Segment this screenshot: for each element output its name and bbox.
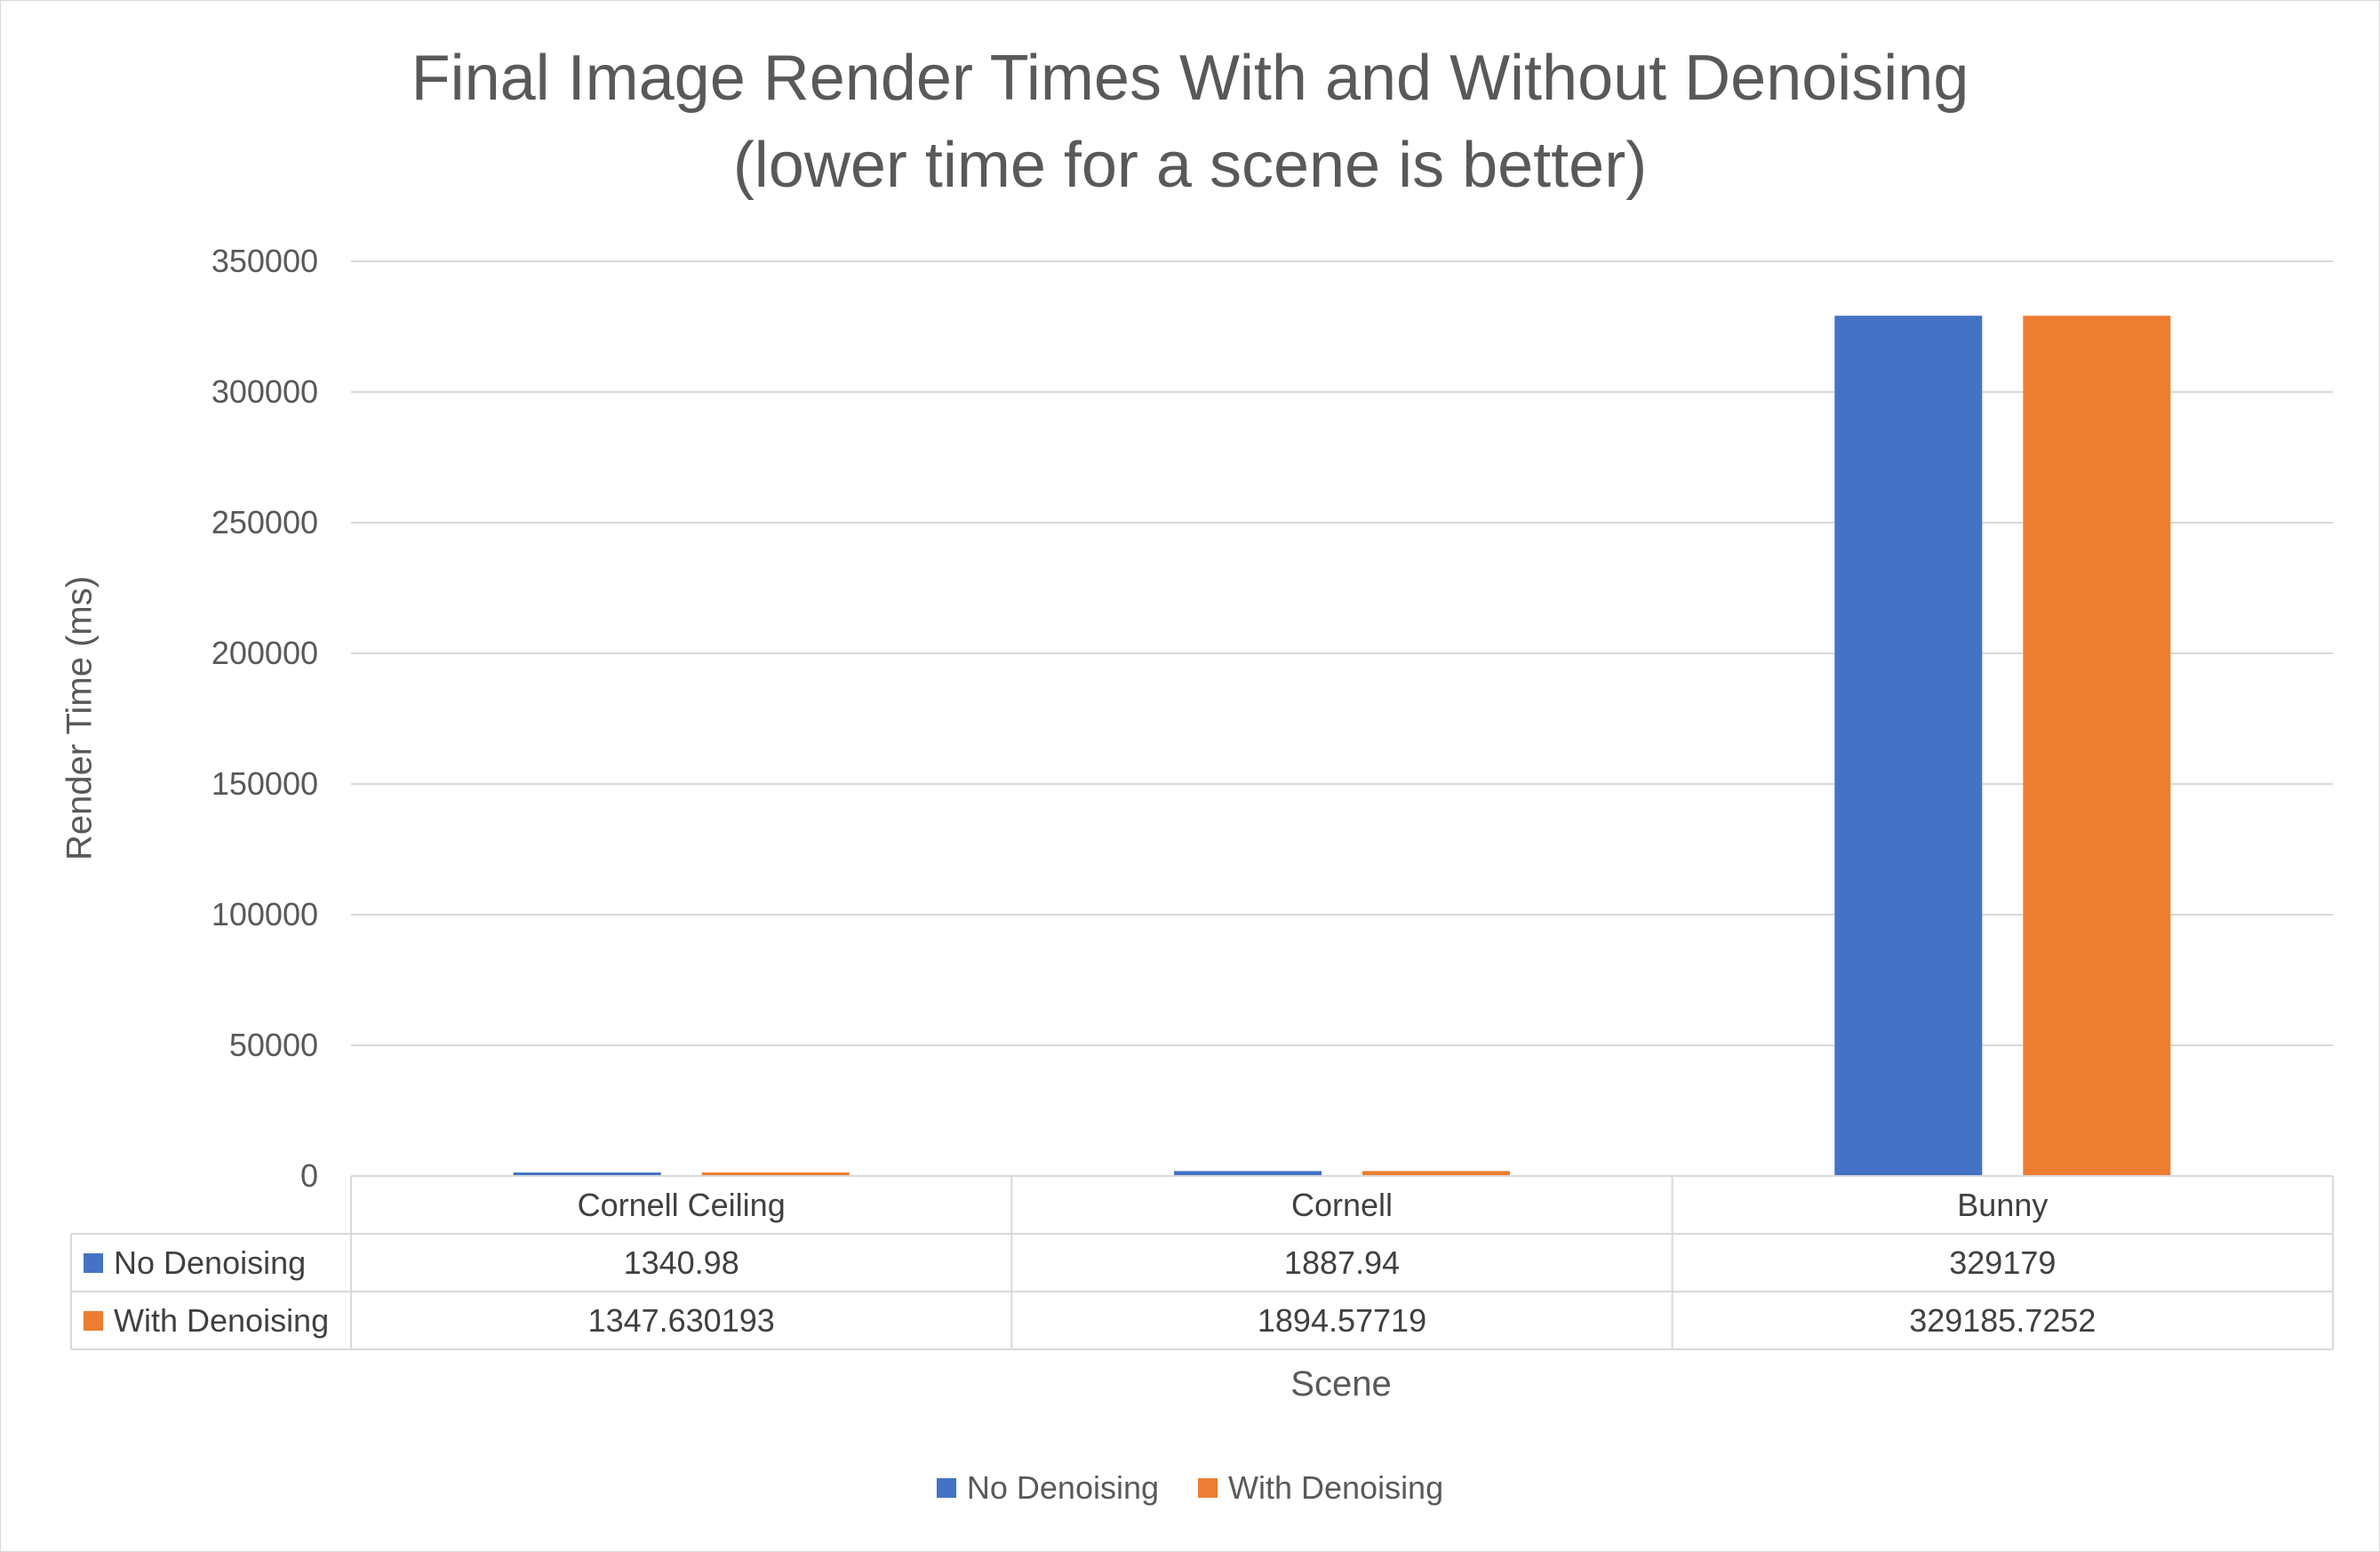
legend-item-no-denoising[interactable]: No Denoising	[936, 1469, 1159, 1506]
table-row-label: No Denoising	[114, 1244, 307, 1281]
table-row-swatch	[84, 1252, 103, 1273]
legend-label: No Denoising	[966, 1469, 1159, 1506]
table-cell-value: 329185.7252	[1909, 1301, 2096, 1339]
legend-item-with-denoising[interactable]: With Denoising	[1198, 1472, 1443, 1504]
bar-no-denoising-cornell-ceiling[interactable]	[513, 1172, 661, 1176]
table-cell-value: 1347.630193	[587, 1301, 775, 1339]
y-tick-label: 150000	[211, 765, 318, 802]
x-category-label: Cornell Ceiling	[577, 1186, 786, 1223]
table-cell-value: 1894.57719	[1257, 1301, 1427, 1339]
y-tick-label: 350000	[211, 243, 318, 279]
y-tick-label: 300000	[211, 373, 318, 410]
bar-with-denoising-bunny[interactable]	[2023, 316, 2171, 1176]
table-row-label: With Denoising	[114, 1301, 330, 1339]
y-axis-label: Render Time (ms)	[60, 575, 100, 861]
legend-swatch-no-denoising	[936, 1478, 956, 1498]
table-cell-value: 1887.94	[1283, 1244, 1401, 1281]
x-category-label: Bunny	[1957, 1186, 2049, 1223]
legend: No Denoising With Denoising	[0, 1472, 2380, 1504]
y-tick-label: 0	[299, 1157, 318, 1194]
y-tick-label: 200000	[211, 635, 318, 671]
y-tick-label: 100000	[211, 896, 318, 932]
legend-swatch-with-denoising	[1198, 1478, 1218, 1498]
bar-with-denoising-cornell[interactable]	[1362, 1171, 1510, 1176]
table-row-swatch	[84, 1310, 103, 1331]
x-axis-label: Scene	[1290, 1364, 1392, 1404]
table-cell-value: 329179	[1949, 1244, 2057, 1281]
bar-with-denoising-cornell-ceiling[interactable]	[701, 1172, 850, 1176]
table-row-header: With Denoising	[84, 1292, 329, 1349]
legend-label: With Denoising	[1228, 1469, 1444, 1506]
bar-no-denoising-cornell[interactable]	[1174, 1171, 1322, 1176]
y-tick-label: 50000	[228, 1027, 318, 1063]
bar-no-denoising-bunny[interactable]	[1834, 316, 1983, 1176]
table-row-header: No Denoising	[84, 1234, 306, 1292]
chart-subtitle: (lower time for a scene is better)	[732, 130, 1648, 201]
chart-title: Final Image Render Times With and Withou…	[411, 43, 1969, 114]
y-tick-label: 250000	[211, 504, 318, 540]
table-cell-value: 1340.98	[623, 1244, 739, 1281]
x-category-label: Cornell	[1290, 1186, 1394, 1223]
